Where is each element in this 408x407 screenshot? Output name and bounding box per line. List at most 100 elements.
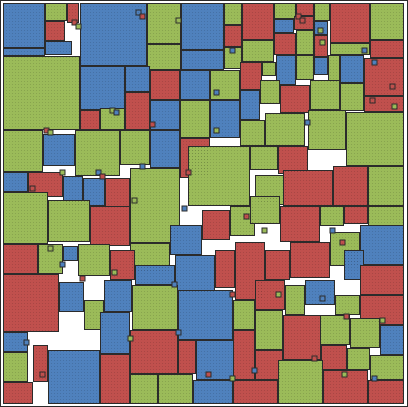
tile-texture — [277, 56, 295, 84]
tile-texture — [4, 173, 27, 191]
tile-texture — [171, 226, 201, 254]
tile-texture — [263, 63, 275, 75]
tile-texture — [133, 286, 177, 329]
tile-texture — [331, 4, 369, 42]
tile-texture — [64, 177, 82, 205]
tile-texture — [39, 245, 62, 273]
tile-texture — [315, 36, 327, 56]
tile-texture — [34, 346, 47, 381]
tile-texture — [241, 121, 264, 145]
tile-texture — [279, 147, 307, 173]
tile-texture — [101, 313, 129, 353]
tile-texture — [85, 301, 103, 329]
tile-texture — [79, 245, 109, 275]
tile-texture — [4, 383, 32, 403]
tile-texture — [194, 381, 232, 403]
tile-texture — [315, 4, 329, 20]
tile-texture — [126, 67, 149, 91]
tile-texture — [315, 22, 327, 34]
tile-texture — [297, 56, 313, 79]
tile-texture — [68, 4, 78, 22]
tile-texture — [306, 281, 334, 304]
tile-texture — [341, 84, 363, 110]
tile-texture — [76, 131, 119, 175]
tile-texture — [241, 91, 259, 119]
tile-texture — [297, 4, 313, 15]
tile-texture — [266, 114, 304, 145]
tile-texture — [365, 59, 403, 95]
tile-texture — [251, 147, 277, 169]
tile-texture — [136, 266, 174, 284]
tile-texture — [243, 41, 273, 61]
tile-texture — [256, 311, 282, 349]
tile-texture — [64, 247, 77, 260]
tile-texture — [345, 207, 367, 223]
tile-texture — [111, 251, 134, 279]
tile-texture — [4, 275, 58, 331]
tile-texture — [225, 4, 241, 24]
small-tile — [139, 163, 146, 170]
tile-texture — [311, 81, 339, 109]
tile-texture — [275, 20, 293, 32]
tile-texture — [197, 341, 233, 379]
small-tile — [181, 205, 188, 212]
tile-texture — [329, 56, 339, 82]
tile-texture — [284, 171, 332, 205]
texture-overlay — [4, 4, 403, 403]
tile-texture — [371, 4, 403, 39]
tile-texture — [279, 361, 322, 403]
tile-texture — [291, 243, 329, 277]
tile-texture — [324, 371, 367, 403]
tile-texture — [322, 346, 346, 369]
tile-texture — [81, 111, 99, 129]
tile-texture — [251, 197, 279, 223]
tile-texture — [216, 251, 234, 287]
tile-texture — [101, 355, 129, 403]
tile-texture — [334, 167, 367, 205]
tile-texture — [225, 48, 241, 68]
tile-texture — [297, 31, 313, 54]
tile-texture — [46, 22, 64, 40]
tile-texture — [151, 131, 179, 167]
tile-texture — [211, 71, 239, 99]
tile-texture — [181, 101, 209, 137]
tile-texture — [81, 67, 124, 109]
tile-texture — [49, 201, 89, 241]
tile-texture — [261, 81, 279, 103]
tile-texture — [49, 351, 99, 403]
tile-texture — [351, 319, 379, 347]
tile-texture — [131, 331, 177, 373]
tile-texture — [159, 375, 192, 403]
tile-texture — [361, 266, 403, 294]
tile-texture — [81, 4, 146, 65]
tile-texture — [369, 207, 403, 225]
tile-texture — [256, 351, 282, 379]
tile-texture — [348, 349, 369, 369]
tile-texture — [4, 4, 44, 47]
tile-texture — [381, 326, 403, 354]
small-tile — [261, 227, 268, 234]
tile-texture — [286, 286, 304, 314]
tile-texture — [241, 63, 261, 89]
tile-texture — [225, 26, 241, 46]
small-tile — [329, 227, 336, 234]
tile-texture — [60, 283, 83, 311]
tile-texture — [179, 341, 195, 373]
small-tile — [47, 129, 54, 136]
tile-texture — [151, 101, 179, 129]
tile-texture — [4, 131, 42, 171]
tile-texture — [106, 179, 129, 207]
tile-texture — [295, 17, 313, 29]
tile-texture — [101, 109, 124, 129]
tile-texture — [321, 207, 343, 225]
tile-texture — [336, 296, 359, 314]
tile-texture — [256, 281, 284, 309]
tile-texture — [369, 381, 403, 403]
tile-texture — [105, 281, 131, 311]
tile-texture — [46, 42, 71, 54]
tile-texture — [203, 211, 229, 239]
tile-texture — [234, 331, 254, 379]
tile-texture — [126, 93, 149, 129]
tile-texture — [371, 356, 403, 379]
